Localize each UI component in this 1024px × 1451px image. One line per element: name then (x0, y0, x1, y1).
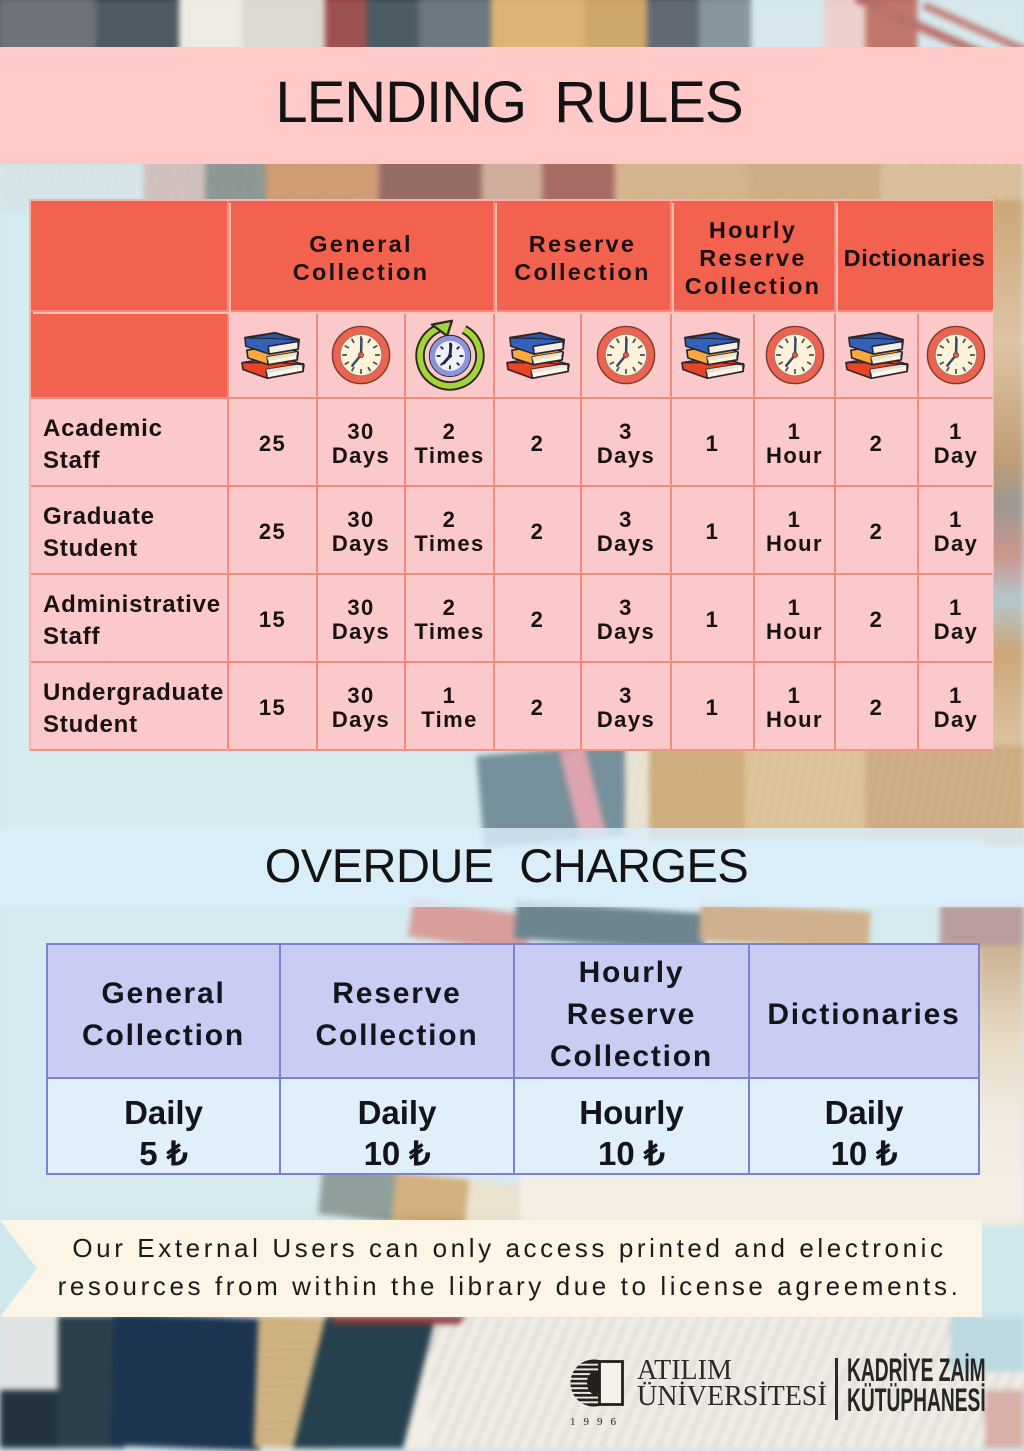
svg-text:1996: 1996 (570, 1416, 624, 1428)
